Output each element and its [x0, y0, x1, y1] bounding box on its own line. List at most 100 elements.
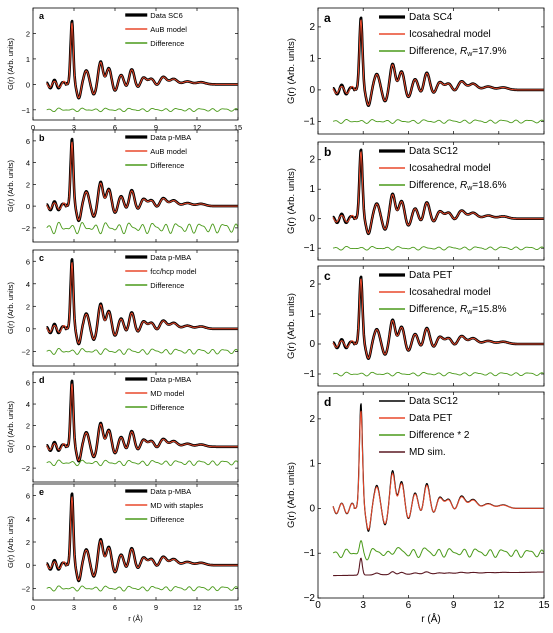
y-tick-label: 1: [309, 184, 315, 195]
series-line-1: [332, 278, 544, 359]
series-line-1: [332, 410, 544, 531]
legend-entry: Data p-MBA: [150, 375, 191, 384]
chart-panel-3: −2 0 2 4 6 G(r) (Arb. units) d Data p-MBA MD mod…: [6, 371, 239, 483]
y-tick-label: 0: [309, 503, 315, 514]
x-tick-label: 0: [31, 603, 35, 612]
legend-entry: fcc/hcp model: [150, 267, 197, 276]
x-tick-label: 12: [493, 600, 505, 611]
series-line-1: [46, 496, 238, 581]
y-tick-label: 4: [26, 515, 30, 524]
y-tick-label: 4: [26, 400, 30, 409]
y-tick-label: −2: [304, 593, 316, 604]
chart-panel-2: −2 0 2 4 6 G(r) (Arb. units) c Data p-MBA fcc/hc…: [6, 249, 239, 367]
chart-panel-1: −2 0 2 4 6 G(r) (Arb. units) b Data p-MBA AuB mo…: [6, 129, 239, 243]
y-axis-label: G(r) (Arb. units): [6, 37, 15, 90]
panel-label: d: [39, 375, 45, 385]
plot-frame: [32, 7, 239, 121]
y-axis-label: G(r) (Arb. units): [6, 159, 15, 212]
y-tick-label: 0: [309, 339, 315, 350]
y-tick-label: −1: [304, 243, 316, 254]
series-line-1: [46, 262, 238, 344]
legend-entry: AuB model: [150, 147, 187, 156]
y-tick-label: 2: [309, 279, 315, 290]
legend-entry: Data p-MBA: [150, 487, 191, 496]
x-tick-label: 9: [154, 123, 158, 132]
y-tick-label: 1: [309, 309, 315, 320]
series-line-1: [332, 19, 544, 106]
y-tick-label: 2: [26, 302, 30, 311]
y-tick-label: 2: [26, 29, 30, 38]
x-tick-label: 9: [451, 600, 457, 611]
series-line-1: [46, 22, 238, 99]
panel-label: a: [39, 11, 45, 21]
x-tick-label: 0: [31, 123, 35, 132]
series-line-1: [332, 151, 544, 234]
legend-entry: Difference, Rw=18.6%: [409, 180, 507, 192]
x-tick-label: 0: [315, 600, 321, 611]
chart-panel-6: −1 0 1 2 G(r) (Arb. units) b Data SC12 Icosahed…: [286, 141, 545, 261]
legend-entry: MD sim.: [409, 447, 446, 458]
panel-label: c: [39, 253, 44, 263]
y-axis-label: G(r) (Arb. units): [6, 281, 15, 334]
legend-entry: Difference: [150, 403, 184, 412]
y-tick-label: 2: [309, 155, 315, 166]
x-tick-label: 3: [360, 600, 366, 611]
y-tick-label: −2: [21, 224, 30, 233]
y-axis-label: G(r) (Arb. units): [6, 400, 15, 453]
series-line-2: [332, 119, 544, 124]
plot-frame: [32, 129, 239, 243]
y-tick-label: 6: [26, 492, 30, 501]
x-tick-label: 3: [72, 603, 76, 612]
legend-entry: Data p-MBA: [150, 253, 191, 262]
legend-entry: Data p-MBA: [150, 133, 191, 142]
y-axis-label: G(r) (Arb. units): [286, 293, 297, 359]
x-tick-label: 6: [113, 603, 117, 612]
y-tick-label: −1: [304, 548, 316, 559]
x-axis-label: r (Å): [421, 612, 440, 625]
legend-entry: Difference, Rw=17.9%: [409, 46, 507, 58]
legend-entry: Difference: [150, 281, 184, 290]
series-line-3: [332, 557, 544, 577]
x-tick-label: 3: [72, 123, 76, 132]
legend-entry: Data SC12: [409, 396, 458, 407]
y-tick-label: 2: [309, 414, 315, 425]
y-tick-label: 2: [26, 538, 30, 547]
legend-entry: Difference * 2: [409, 430, 470, 441]
legend-entry: MD model: [150, 389, 185, 398]
plot-frame: [32, 249, 239, 367]
plot-frame: [317, 265, 545, 387]
legend-entry: AuB model: [150, 25, 187, 34]
x-tick-label: 6: [113, 123, 117, 132]
y-tick-label: 1: [309, 459, 315, 470]
legend-entry: Difference: [150, 515, 184, 524]
series-line-2: [46, 107, 239, 113]
y-tick-label: 0: [26, 325, 30, 334]
series-line-2: [332, 245, 544, 251]
chart-panel-7: −1 0 1 2 G(r) (Arb. units) c Data PET Icosahedr…: [286, 265, 545, 387]
x-tick-label: 15: [234, 123, 242, 132]
series-line-2: [46, 459, 239, 467]
legend-entry: Difference: [150, 161, 184, 170]
y-tick-label: 2: [26, 421, 30, 430]
panel-label: b: [39, 133, 45, 143]
legend-entry: Difference, Rw=15.8%: [409, 304, 507, 316]
series-line-1: [46, 141, 238, 221]
chart-panel-4: 0 3 6 9 12 15 −2 0 2 4 6 G(r) (Arb. units) r (Å) e Dat…: [6, 483, 242, 623]
y-tick-label: 2: [26, 180, 30, 189]
y-tick-label: 0: [26, 202, 30, 211]
plot-frame: [32, 483, 239, 601]
y-axis-label: G(r) (Arb. units): [6, 515, 15, 568]
plot-frame: [32, 371, 239, 483]
y-tick-label: −1: [304, 116, 316, 127]
x-tick-label: 9: [154, 603, 158, 612]
y-tick-label: 4: [26, 280, 30, 289]
series-line-2: [46, 348, 239, 355]
panel-label: e: [39, 487, 44, 497]
y-tick-label: 0: [26, 443, 30, 452]
legend-entry: Data SC4: [409, 12, 453, 23]
x-tick-label: 12: [193, 123, 201, 132]
y-tick-label: 4: [26, 159, 30, 168]
y-tick-label: 0: [309, 214, 315, 225]
